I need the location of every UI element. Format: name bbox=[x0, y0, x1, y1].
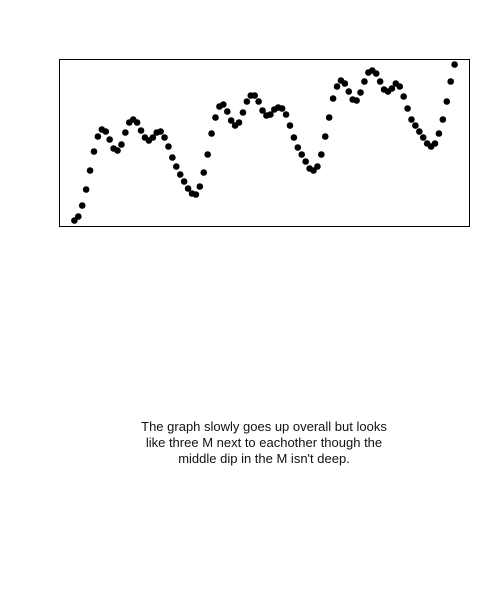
point bbox=[192, 191, 200, 198]
point bbox=[173, 163, 180, 170]
point bbox=[341, 80, 349, 87]
point bbox=[196, 183, 204, 190]
point bbox=[239, 109, 247, 116]
caption-line: like three M next to eachother though th… bbox=[146, 435, 382, 450]
point bbox=[184, 185, 192, 192]
point bbox=[251, 92, 259, 99]
point bbox=[376, 78, 384, 85]
point bbox=[431, 140, 439, 147]
caption-line: middle dip in the M isn't deep. bbox=[178, 451, 350, 466]
point bbox=[122, 129, 129, 136]
point bbox=[165, 143, 172, 150]
point bbox=[102, 128, 110, 135]
point bbox=[357, 89, 364, 96]
point bbox=[388, 85, 396, 92]
point bbox=[372, 70, 380, 77]
point bbox=[439, 116, 447, 123]
point bbox=[298, 151, 306, 158]
point bbox=[282, 111, 290, 118]
point bbox=[443, 98, 451, 105]
point bbox=[78, 202, 86, 209]
point bbox=[227, 117, 235, 124]
point bbox=[294, 144, 302, 151]
point bbox=[318, 151, 325, 158]
point bbox=[200, 169, 208, 176]
point bbox=[208, 130, 215, 137]
point bbox=[435, 130, 443, 137]
point bbox=[82, 186, 90, 193]
point bbox=[267, 111, 274, 118]
point bbox=[400, 93, 407, 100]
point bbox=[161, 134, 168, 141]
point bbox=[106, 136, 113, 143]
point bbox=[243, 98, 251, 105]
point bbox=[133, 119, 141, 126]
point bbox=[118, 141, 125, 148]
point bbox=[451, 61, 458, 68]
point bbox=[149, 134, 157, 141]
point bbox=[259, 107, 266, 114]
point bbox=[290, 134, 298, 141]
point bbox=[114, 147, 121, 154]
caption-line: The graph slowly goes up overall but loo… bbox=[141, 419, 387, 434]
point bbox=[157, 128, 164, 135]
point bbox=[412, 122, 419, 129]
point bbox=[329, 95, 337, 102]
point bbox=[75, 213, 82, 220]
point bbox=[419, 134, 427, 141]
point bbox=[404, 105, 411, 112]
point bbox=[278, 105, 286, 112]
point bbox=[302, 158, 309, 165]
point bbox=[314, 163, 321, 170]
point bbox=[94, 133, 102, 140]
point bbox=[361, 78, 368, 85]
point bbox=[176, 171, 184, 178]
point bbox=[447, 78, 454, 85]
point bbox=[137, 127, 145, 134]
point bbox=[204, 151, 211, 158]
point bbox=[235, 119, 243, 126]
point bbox=[416, 128, 423, 135]
point bbox=[345, 88, 353, 95]
point bbox=[333, 83, 341, 90]
point bbox=[223, 108, 231, 115]
point bbox=[220, 101, 227, 108]
point bbox=[286, 122, 294, 129]
point bbox=[255, 98, 262, 105]
point bbox=[353, 97, 360, 104]
point bbox=[180, 178, 188, 185]
point bbox=[169, 154, 176, 161]
plot-frame bbox=[59, 59, 470, 227]
point bbox=[212, 114, 219, 121]
point bbox=[396, 83, 404, 90]
point bbox=[408, 116, 415, 123]
point bbox=[325, 114, 333, 121]
point bbox=[86, 167, 94, 174]
point bbox=[90, 148, 98, 155]
point bbox=[321, 133, 329, 140]
